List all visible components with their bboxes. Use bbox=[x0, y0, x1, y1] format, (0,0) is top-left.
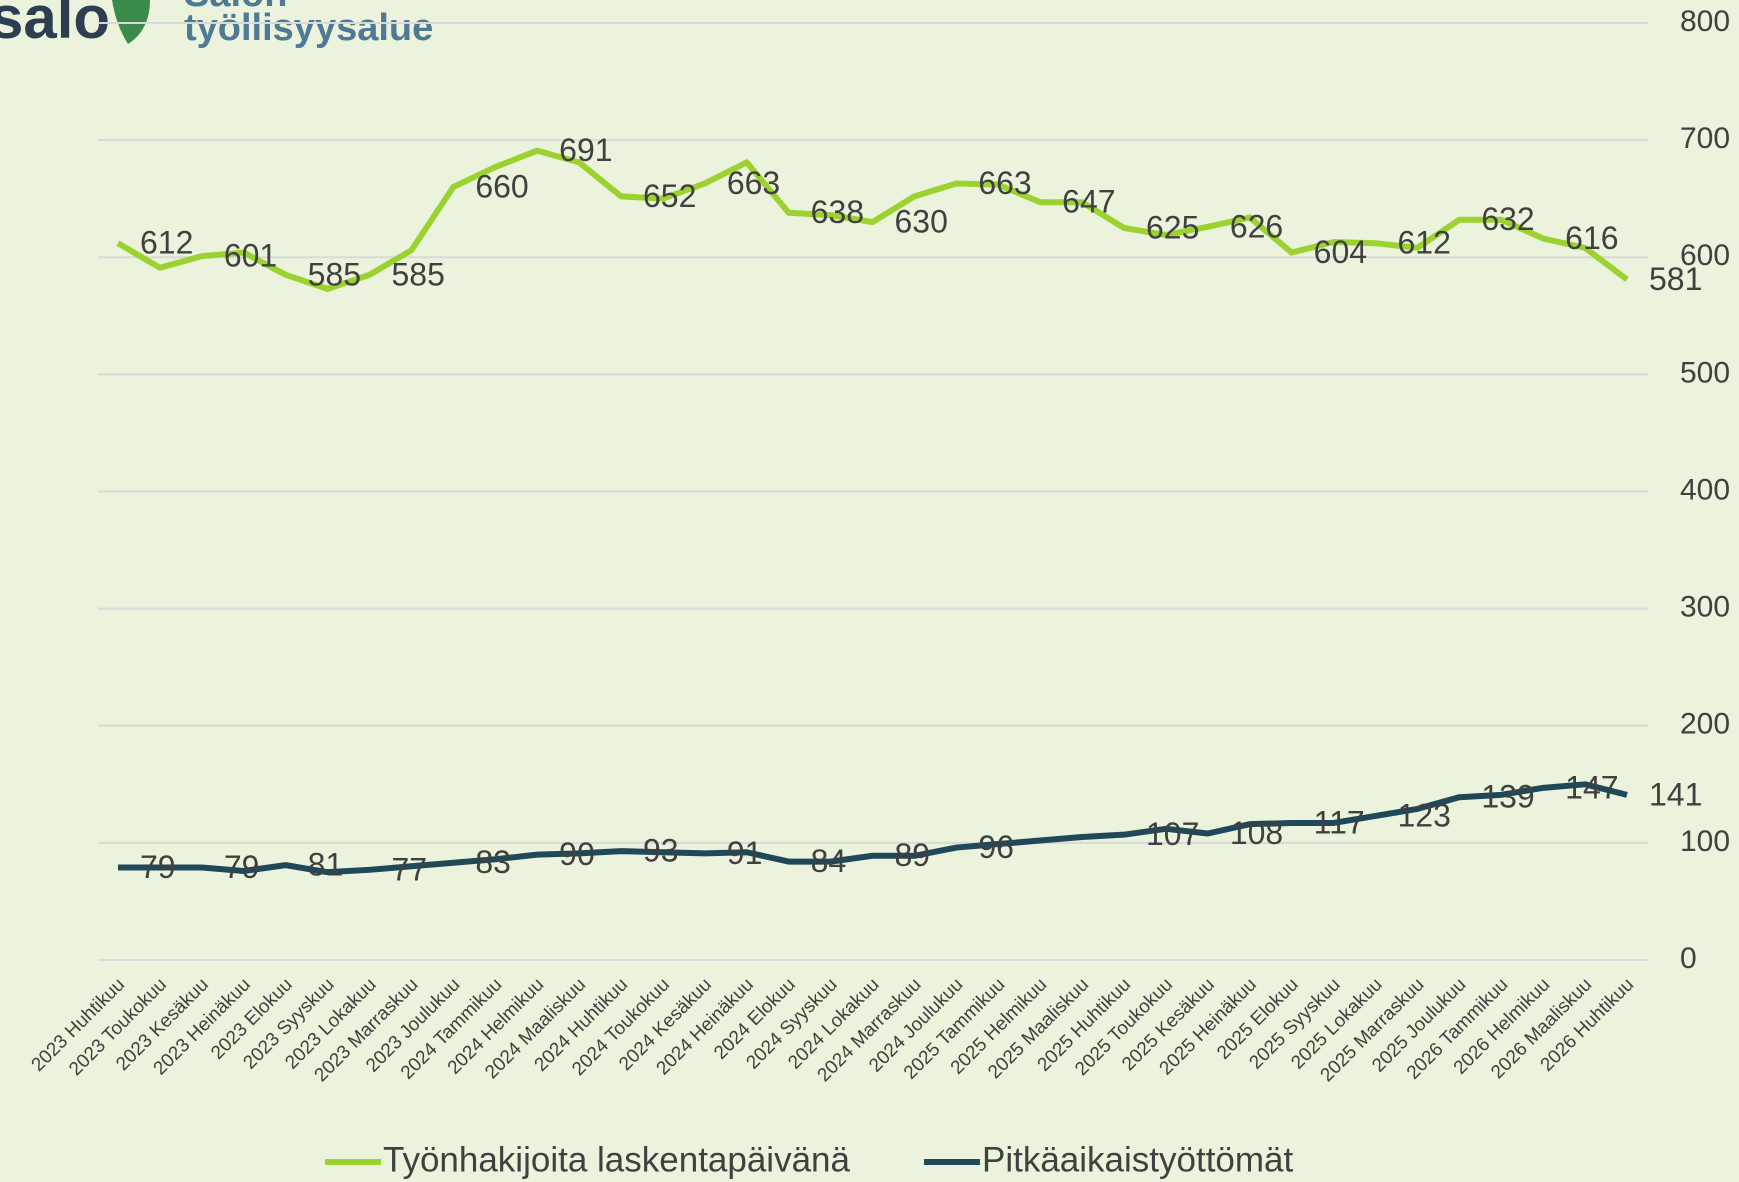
logo: salo Salon työllisyysalue bbox=[0, 0, 433, 51]
logo-name-2: työllisyysalue bbox=[184, 7, 433, 49]
y-tick-label: 400 bbox=[1680, 473, 1730, 506]
y-tick-label: 0 bbox=[1680, 942, 1697, 975]
data-label: 79 bbox=[140, 849, 176, 885]
legend: Työnhakijoita laskentapäivänä Pitkäaikais… bbox=[325, 1140, 1294, 1179]
data-label: 585 bbox=[392, 256, 445, 292]
legend-label: Pitkäaikaistyöttömät bbox=[982, 1140, 1294, 1179]
data-label: 81 bbox=[308, 847, 344, 883]
data-label: 585 bbox=[308, 256, 361, 292]
y-tick-label: 200 bbox=[1680, 708, 1730, 741]
data-label: 147 bbox=[1565, 769, 1618, 805]
y-tick-label: 300 bbox=[1680, 591, 1730, 624]
y-tick-label: 800 bbox=[1680, 5, 1730, 38]
logo-brand: salo bbox=[0, 0, 110, 51]
data-label: 647 bbox=[1062, 184, 1115, 220]
data-label: 581 bbox=[1649, 261, 1702, 297]
data-label: 96 bbox=[978, 829, 1014, 865]
data-label: 84 bbox=[811, 843, 847, 879]
series-line bbox=[118, 781, 1628, 876]
data-label: 663 bbox=[727, 165, 780, 201]
data-label: 625 bbox=[1146, 209, 1199, 245]
data-label: 141 bbox=[1649, 776, 1702, 812]
y-tick-label: 700 bbox=[1680, 122, 1730, 155]
data-label: 638 bbox=[811, 194, 864, 230]
data-label: 601 bbox=[224, 238, 277, 274]
data-label: 89 bbox=[895, 837, 931, 873]
y-tick-label: 100 bbox=[1680, 825, 1730, 858]
data-label: 123 bbox=[1398, 797, 1451, 833]
data-label: 604 bbox=[1314, 234, 1367, 270]
data-label: 632 bbox=[1481, 201, 1534, 237]
data-label: 612 bbox=[140, 225, 193, 261]
data-label: 79 bbox=[224, 849, 260, 885]
data-label: 691 bbox=[559, 132, 612, 168]
data-label: 652 bbox=[643, 178, 696, 214]
data-label: 117 bbox=[1314, 804, 1365, 840]
data-label: 93 bbox=[643, 833, 679, 869]
data-label: 616 bbox=[1565, 220, 1618, 256]
y-tick-label: 600 bbox=[1680, 239, 1730, 272]
data-label: 83 bbox=[475, 844, 511, 880]
data-label: 630 bbox=[895, 204, 948, 240]
data-label: 77 bbox=[392, 851, 428, 887]
series-line bbox=[116, 147, 1629, 292]
data-label: 626 bbox=[1230, 208, 1283, 244]
logo-name-1: Salon bbox=[184, 0, 287, 15]
data-label: 107 bbox=[1146, 816, 1199, 852]
data-label: 663 bbox=[978, 165, 1031, 201]
legend-label: Työnhakijoita laskentapäivänä bbox=[383, 1140, 851, 1179]
data-label: 660 bbox=[475, 168, 528, 204]
data-label: 612 bbox=[1398, 225, 1451, 261]
data-label: 108 bbox=[1230, 815, 1283, 851]
data-label: 91 bbox=[727, 835, 763, 871]
data-label: 139 bbox=[1481, 779, 1534, 815]
data-label: 90 bbox=[559, 836, 595, 872]
y-tick-label: 500 bbox=[1680, 356, 1730, 389]
